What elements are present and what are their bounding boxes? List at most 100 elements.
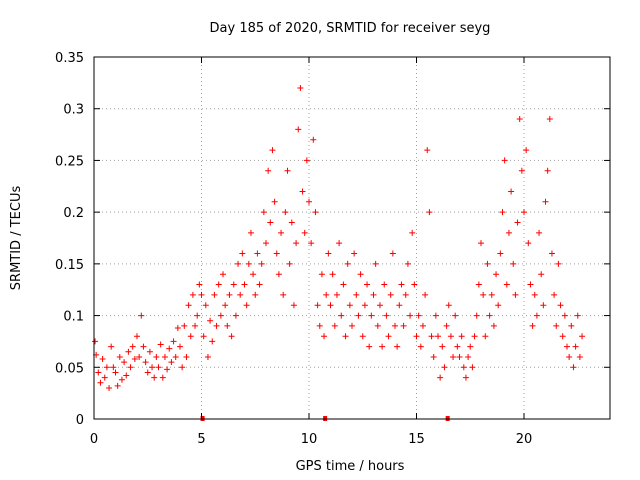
data-point — [224, 322, 231, 329]
data-point — [200, 333, 207, 340]
y-tick-label: 0.3 — [63, 103, 84, 118]
y-tick-label: 0 — [76, 413, 84, 428]
data-point — [396, 302, 403, 309]
data-point — [553, 322, 560, 329]
data-point — [450, 353, 457, 360]
data-point — [432, 312, 439, 319]
data-point — [456, 353, 463, 360]
data-point — [454, 343, 461, 350]
data-point — [278, 229, 285, 236]
data-point — [207, 317, 214, 324]
data-point — [215, 281, 222, 288]
data-point — [415, 312, 422, 319]
data-point — [239, 250, 246, 257]
data-point — [265, 167, 272, 174]
data-point — [250, 271, 257, 278]
data-point — [138, 312, 145, 319]
data-point — [153, 353, 160, 360]
data-point — [308, 240, 315, 247]
data-point — [478, 240, 484, 247]
data-point — [189, 291, 196, 298]
data-point — [544, 167, 551, 174]
data-point — [424, 147, 431, 154]
data-point — [557, 302, 564, 309]
data-point — [441, 364, 448, 371]
data-point — [310, 136, 317, 143]
data-point — [327, 302, 334, 309]
data-point — [428, 333, 435, 340]
data-point — [136, 353, 143, 360]
data-point — [402, 291, 409, 298]
data-point — [564, 343, 570, 350]
data-point — [123, 372, 130, 379]
data-point — [181, 322, 188, 329]
data-point — [323, 291, 330, 298]
data-point — [400, 322, 407, 329]
data-point — [146, 348, 153, 355]
data-point — [336, 240, 343, 247]
data-point — [187, 333, 194, 340]
grid-lines — [94, 57, 610, 419]
data-point — [538, 271, 545, 278]
data-point — [245, 260, 252, 267]
data-point — [467, 343, 474, 350]
data-point — [346, 302, 353, 309]
data-point — [551, 291, 558, 298]
data-point — [471, 333, 478, 340]
data-point — [106, 384, 113, 391]
data-point — [394, 343, 401, 350]
data-point — [540, 302, 547, 309]
data-point — [116, 353, 123, 360]
data-point — [157, 341, 164, 348]
data-point — [364, 281, 371, 288]
data-point — [192, 322, 199, 329]
data-point — [344, 260, 351, 267]
data-point — [480, 291, 487, 298]
y-tick-label: 0.15 — [55, 258, 84, 273]
data-point — [493, 271, 500, 278]
data-point — [482, 333, 489, 340]
data-point — [293, 240, 300, 247]
data-point — [372, 260, 379, 267]
data-point — [484, 260, 491, 267]
data-point — [129, 343, 136, 350]
data-point — [533, 312, 540, 319]
data-point — [267, 219, 274, 226]
data-point — [355, 312, 362, 319]
data-point — [226, 291, 233, 298]
data-point — [325, 250, 332, 257]
data-point — [243, 302, 250, 309]
data-point — [269, 147, 276, 154]
x-axis-label: GPS time / hours — [296, 459, 405, 474]
data-point — [409, 229, 416, 236]
data-point — [548, 250, 555, 257]
data-point — [568, 322, 575, 329]
data-point — [501, 157, 508, 164]
data-point — [439, 343, 446, 350]
data-point — [497, 250, 504, 257]
data-point — [392, 322, 398, 329]
data-point — [570, 364, 577, 371]
data-point — [286, 260, 293, 267]
data-point — [469, 364, 476, 371]
data-point — [196, 281, 203, 288]
data-point — [579, 333, 586, 340]
axes — [93, 56, 611, 420]
data-point — [376, 302, 383, 309]
data-point — [518, 167, 525, 174]
data-point — [280, 291, 287, 298]
y-axis-ticks: 0 0.05 0.1 0.15 0.2 0.25 0.3 0.35 — [55, 51, 610, 428]
data-point — [194, 312, 201, 319]
data-point — [490, 322, 497, 329]
data-point — [452, 312, 459, 319]
data-point — [359, 333, 366, 340]
data-point — [462, 374, 469, 381]
data-point — [555, 260, 562, 267]
y-tick-label: 0.05 — [55, 361, 84, 376]
data-point — [486, 312, 493, 319]
data-point — [404, 260, 411, 267]
data-point — [559, 333, 566, 340]
data-point — [381, 281, 388, 288]
data-point — [241, 281, 248, 288]
